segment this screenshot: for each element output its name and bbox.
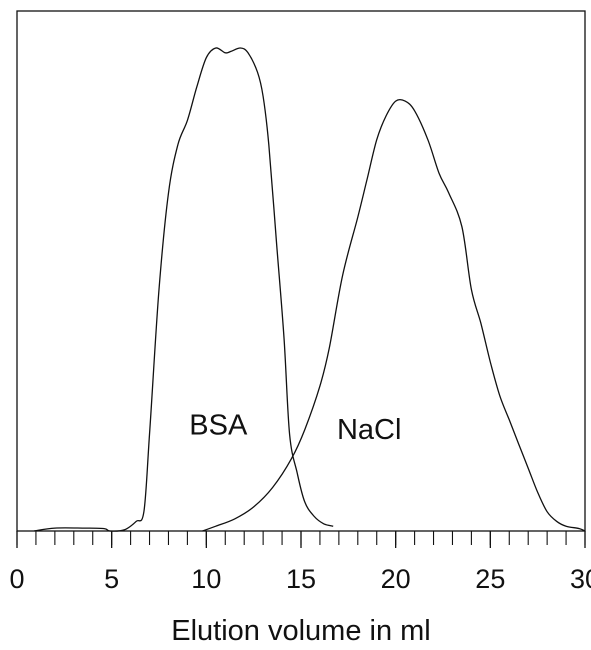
x-tick-label: 10: [191, 564, 221, 594]
series-line-bsa: [33, 47, 334, 532]
series-labels: BSA NaCl: [189, 409, 401, 446]
x-tick-label: 15: [286, 564, 316, 594]
x-tick-label: 30: [570, 564, 591, 594]
series-label-nacl: NaCl: [337, 414, 401, 446]
series-label-bsa: BSA: [189, 409, 248, 441]
x-tick-label: 5: [104, 564, 119, 594]
x-tick-labels: 0 5 10 15 20 25 30: [9, 564, 591, 594]
x-tick-label: 25: [475, 564, 505, 594]
x-tick-label: 20: [381, 564, 411, 594]
x-major-ticks: [16, 531, 586, 548]
series-line-nacl: [202, 98, 586, 532]
series-curves: [33, 47, 586, 532]
x-axis-title: Elution volume in ml: [171, 615, 431, 647]
plot-frame: [16, 10, 586, 532]
x-tick-label: 0: [9, 564, 24, 594]
